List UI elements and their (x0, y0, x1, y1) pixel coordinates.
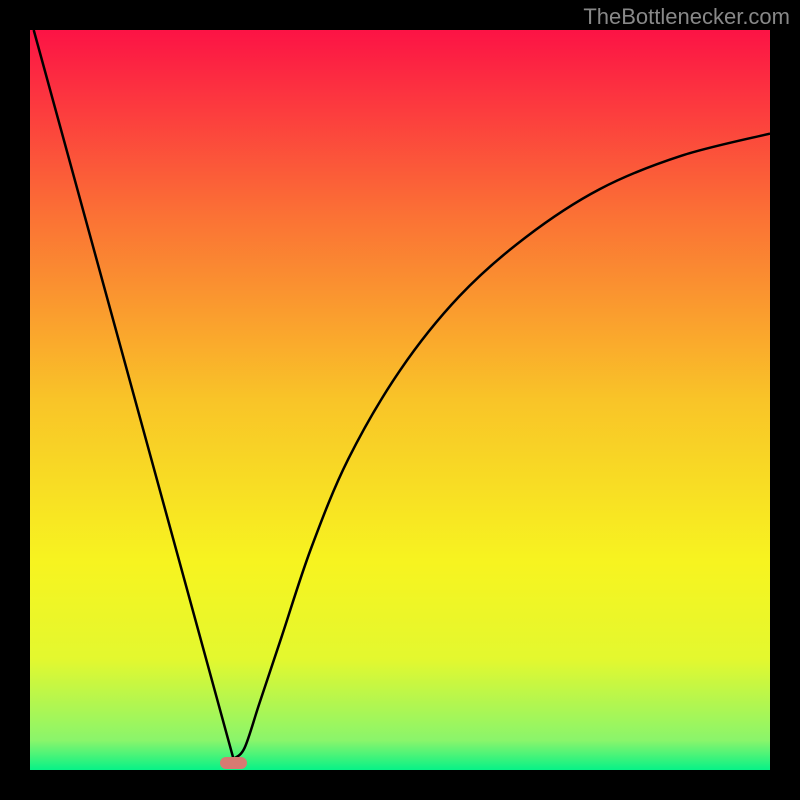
chart-canvas: TheBottlenecker.com (0, 0, 800, 800)
min-marker (220, 757, 247, 769)
watermark-label: TheBottlenecker.com (583, 4, 790, 30)
curve-svg (30, 30, 770, 770)
plot-area (30, 30, 770, 770)
bottleneck-curve (34, 30, 770, 759)
